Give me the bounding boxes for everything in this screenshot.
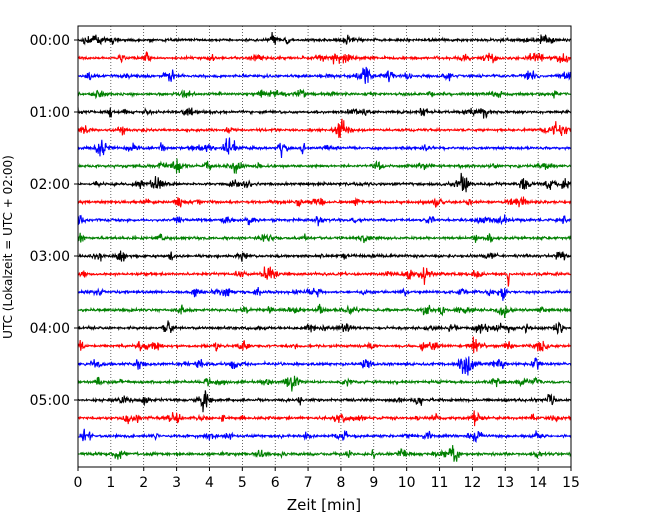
trace-0415 <box>77 336 572 354</box>
y-tick-label: 05:00 <box>30 393 70 409</box>
x-tick-label: 14 <box>529 475 547 491</box>
x-tick-label: 2 <box>139 475 148 491</box>
trace-0430 <box>77 356 572 376</box>
x-tick-label: 9 <box>369 475 378 491</box>
x-tick-label: 10 <box>398 475 416 491</box>
x-tick-label: 3 <box>172 475 181 491</box>
trace-layer <box>77 31 572 462</box>
y-tick-label: 04:00 <box>30 321 70 337</box>
trace-0500 <box>77 390 572 413</box>
trace-0445 <box>77 375 572 392</box>
trace-0115 <box>77 118 572 138</box>
y-tick-label: 00:00 <box>30 33 70 49</box>
x-tick-label: 15 <box>562 475 580 491</box>
trace-0245 <box>77 232 572 244</box>
trace-0030 <box>77 66 572 84</box>
trace-0200 <box>77 172 572 193</box>
x-tick-label: 8 <box>336 475 345 491</box>
trace-0400 <box>77 320 572 335</box>
trace-0315 <box>77 266 571 287</box>
trace-0145 <box>77 158 572 174</box>
y-axis-label: UTC (Lokalzeit = UTC + 02:00) <box>1 155 15 339</box>
y-tick-label: 03:00 <box>30 249 70 265</box>
x-tick-label: 7 <box>304 475 313 491</box>
trace-0515 <box>77 410 572 427</box>
x-tick-label: 11 <box>431 475 449 491</box>
trace-0215 <box>77 196 572 208</box>
trace-0330 <box>77 287 572 301</box>
x-tick-label: 1 <box>106 475 115 491</box>
trace-0530 <box>77 428 572 443</box>
trace-0300 <box>77 250 572 262</box>
x-ticks: 0 1 2 3 4 5 6 7 8 9 10 11 12 13 14 15 <box>74 467 580 491</box>
trace-0000 <box>77 31 572 46</box>
trace-0545 <box>77 445 572 462</box>
trace-0130 <box>77 137 572 159</box>
x-tick-label: 12 <box>463 475 481 491</box>
trace-0045 <box>77 88 572 100</box>
y-ticks: 00:00 01:00 02:00 03:00 04:00 05:00 <box>30 33 78 409</box>
trace-0345 <box>77 303 572 318</box>
y-tick-label: 01:00 <box>30 105 70 121</box>
x-tick-label: 13 <box>496 475 514 491</box>
trace-0015 <box>77 51 572 65</box>
plot-background <box>78 26 571 467</box>
y-tick-label: 02:00 <box>30 177 70 193</box>
plot-frame <box>77 25 572 468</box>
x-tick-label: 6 <box>271 475 280 491</box>
x-tick-label: 4 <box>205 475 214 491</box>
x-tick-label: 0 <box>74 475 83 491</box>
trace-0100 <box>77 106 572 119</box>
x-tick-label: 5 <box>238 475 247 491</box>
x-axis-label: Zeit [min] <box>287 496 361 514</box>
trace-0230 <box>77 214 572 227</box>
